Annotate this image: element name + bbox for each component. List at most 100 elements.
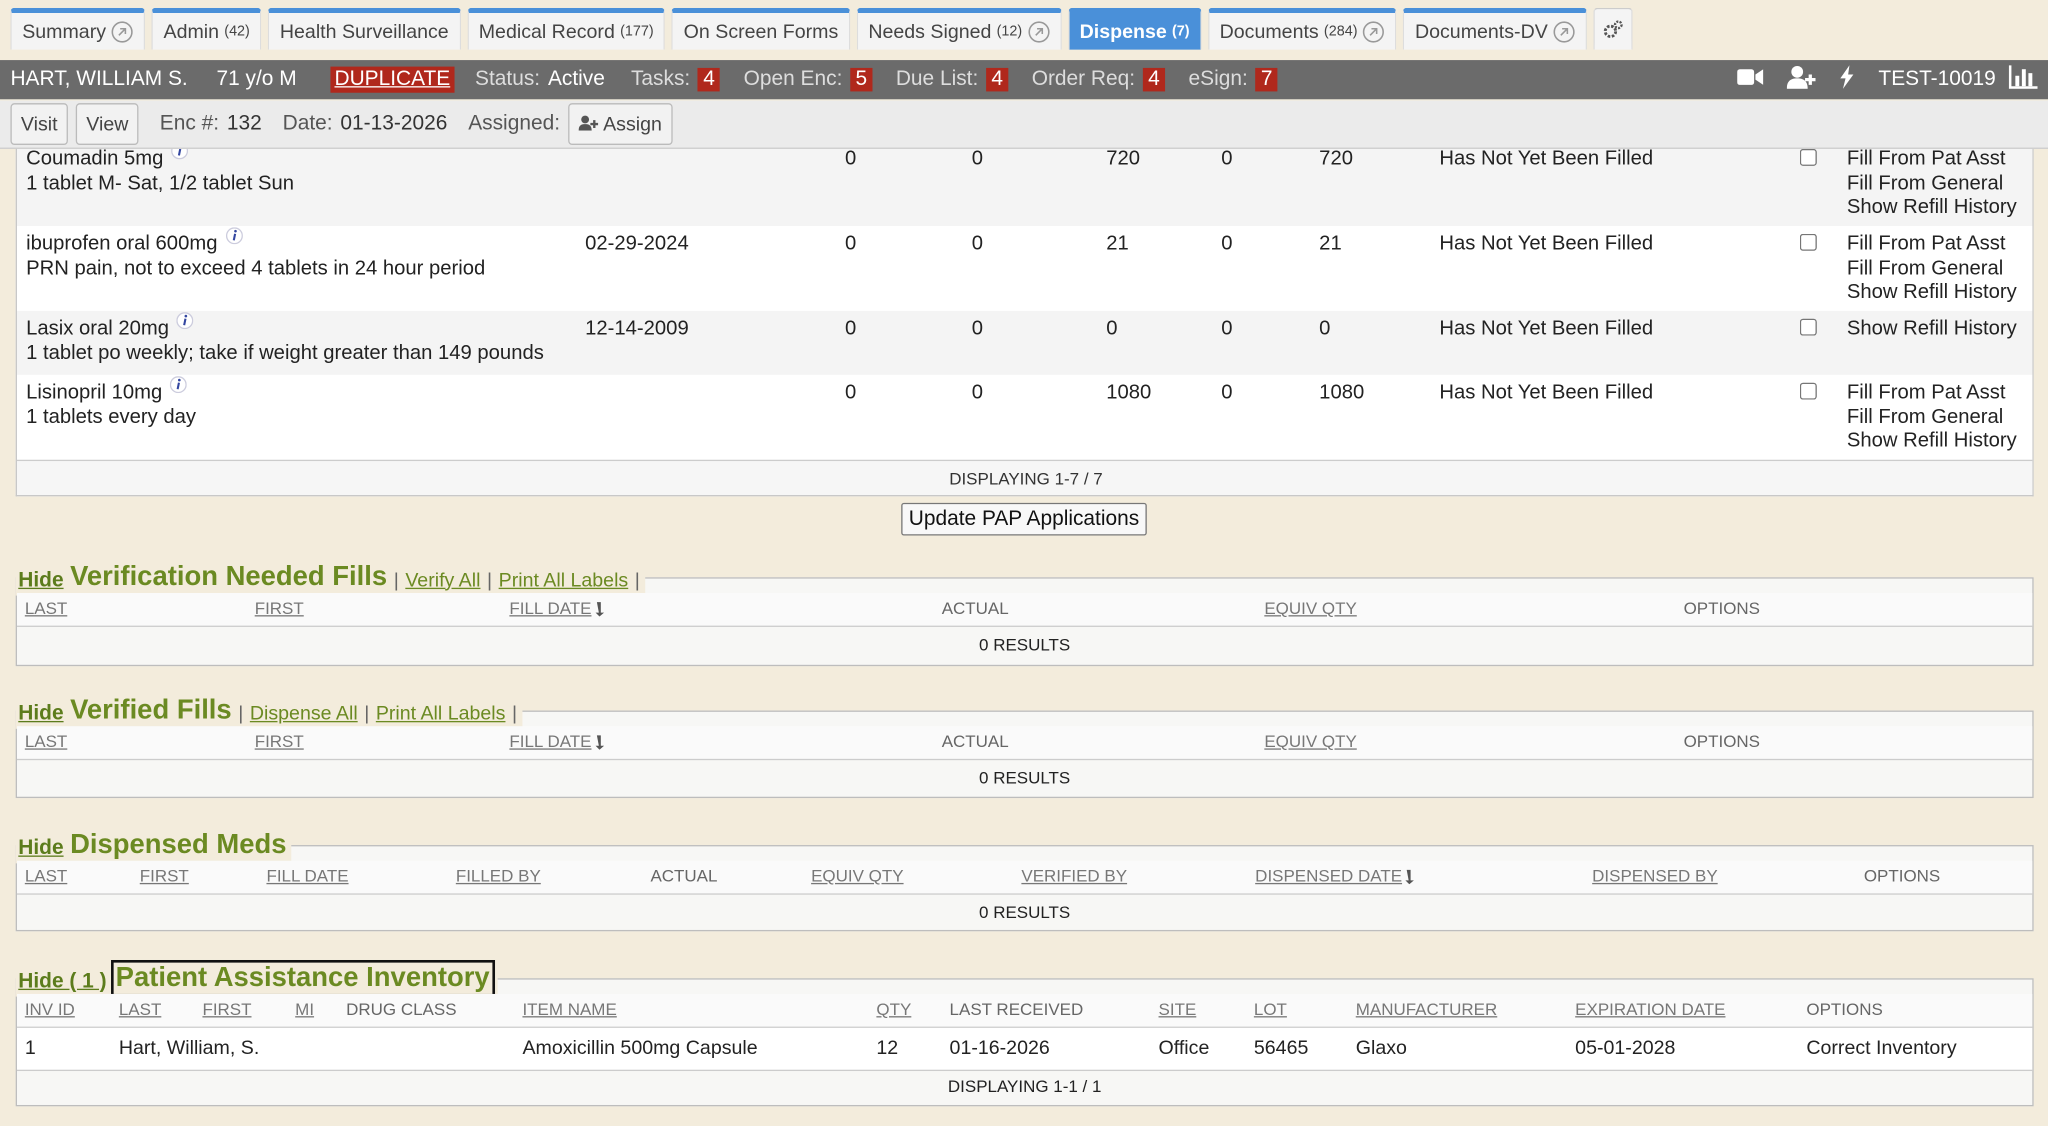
tab[interactable]: Needs Signed(12) <box>857 8 1062 50</box>
column-header[interactable]: LOT <box>1254 999 1287 1019</box>
info-button[interactable] <box>170 376 187 400</box>
cell: Hart, William, S. <box>119 1037 259 1059</box>
column-header[interactable]: EQUIV QTY <box>811 866 903 886</box>
column-header[interactable]: FIRST <box>255 731 304 751</box>
hide-link[interactable]: Hide <box>18 702 63 726</box>
counter-value[interactable]: 4 <box>698 68 720 92</box>
tab[interactable]: Documents-DV <box>1403 8 1587 50</box>
counter-value[interactable]: 7 <box>1256 68 1278 92</box>
column-header[interactable]: FIRST <box>140 866 189 886</box>
select-checkbox[interactable] <box>1800 319 1817 336</box>
section-link[interactable]: Dispense All <box>250 702 358 724</box>
section-title: Patient Assistance Inventory <box>113 963 492 994</box>
tab[interactable]: Health Surveillance <box>268 8 460 50</box>
tab[interactable]: Dispense(7) <box>1068 8 1201 50</box>
med-option[interactable]: Show Refill History <box>1847 196 2017 220</box>
med-option[interactable]: Fill From Pat Asst <box>1847 232 2006 256</box>
column-header[interactable]: LAST <box>25 866 67 886</box>
hide-link[interactable]: Hide <box>18 837 63 861</box>
column-header[interactable]: EQUIV QTY <box>1264 731 1356 751</box>
view-button[interactable]: View <box>76 103 139 145</box>
assign-button[interactable]: Assign <box>568 103 673 145</box>
duplicate-flag[interactable]: DUPLICATE <box>331 67 455 93</box>
column-header[interactable]: ITEM NAME <box>522 999 616 1019</box>
counter-value[interactable]: 4 <box>986 68 1008 92</box>
column-label: LAST <box>25 866 67 886</box>
counter-value[interactable]: 5 <box>850 68 872 92</box>
tab-count: (12) <box>997 24 1023 40</box>
column-header[interactable]: MANUFACTURER <box>1356 999 1498 1019</box>
med-qty: 0 <box>845 148 856 172</box>
med-option[interactable]: Fill From Pat Asst <box>1847 148 2006 172</box>
med-option[interactable]: Show Refill History <box>1847 317 2017 341</box>
hide-link[interactable]: Hide ( 1 ) <box>18 970 106 994</box>
column-header[interactable]: FILL DATE <box>509 598 605 618</box>
section-link[interactable]: Verify All <box>405 569 480 591</box>
med-option[interactable]: Fill From General <box>1847 257 2003 281</box>
column-header[interactable]: LAST <box>119 999 161 1019</box>
add-user-icon[interactable] <box>1787 65 1816 95</box>
column-label: QTY <box>876 999 911 1019</box>
tab[interactable]: Documents(284) <box>1208 8 1397 50</box>
date-value: 01-13-2026 <box>340 112 447 136</box>
med-option[interactable]: Show Refill History <box>1847 430 2017 454</box>
select-checkbox[interactable] <box>1800 383 1817 400</box>
column-header[interactable]: MI <box>295 999 314 1019</box>
column-header[interactable]: FIRST <box>202 999 251 1019</box>
column-label: OPTIONS <box>1806 999 1882 1019</box>
info-button[interactable] <box>177 312 194 336</box>
column-header[interactable]: FILL DATE <box>509 731 605 751</box>
column-header[interactable]: LAST <box>25 731 67 751</box>
section-footer: DISPLAYING 1-1 / 1 <box>16 1076 2034 1096</box>
tab[interactable]: Medical Record(177) <box>467 8 665 50</box>
column-header[interactable]: EXPIRATION DATE <box>1575 999 1725 1019</box>
section-link[interactable]: Print All Labels <box>376 702 506 724</box>
column-header: OPTIONS <box>1684 598 1760 618</box>
tab[interactable]: Summary <box>10 8 145 50</box>
counter-value[interactable]: 4 <box>1143 68 1165 92</box>
column-header[interactable]: VERIFIED BY <box>1021 866 1127 886</box>
tab[interactable]: On Screen Forms <box>672 8 850 50</box>
column-header[interactable]: QTY <box>876 999 911 1019</box>
column-header[interactable]: FILL DATE <box>266 866 348 886</box>
sort-icon <box>1405 868 1417 884</box>
column-header[interactable]: DISPENSED BY <box>1592 866 1718 886</box>
chart-icon[interactable] <box>2009 65 2038 95</box>
column-header: OPTIONS <box>1864 866 1940 886</box>
med-option[interactable]: Fill From Pat Asst <box>1847 381 2006 405</box>
med-qty: 21 <box>1319 232 1342 256</box>
med-sig: 1 tablet po weekly; take if weight great… <box>26 342 544 366</box>
update-pap-button[interactable]: Update PAP Applications <box>901 503 1147 536</box>
med-option[interactable]: Fill From General <box>1847 406 2003 430</box>
column-header[interactable]: FIRST <box>255 598 304 618</box>
info-button[interactable] <box>225 227 242 251</box>
select-checkbox[interactable] <box>1800 234 1817 251</box>
select-checkbox[interactable] <box>1800 149 1817 166</box>
column-header[interactable]: DISPENSED DATE <box>1255 866 1416 886</box>
video-icon[interactable] <box>1737 67 1763 92</box>
med-name: Lisinopril 10mg <box>26 381 187 405</box>
column-header[interactable]: LAST <box>25 598 67 618</box>
med-qty: 1080 <box>1106 381 1151 405</box>
med-option[interactable]: Show Refill History <box>1847 281 2017 305</box>
bolt-icon[interactable] <box>1839 65 1855 95</box>
column-label: OPTIONS <box>1864 866 1940 886</box>
column-header[interactable]: EQUIV QTY <box>1264 598 1356 618</box>
column-label: MI <box>295 999 314 1019</box>
column-header[interactable]: INV ID <box>25 999 75 1019</box>
hide-link[interactable]: Hide <box>18 569 63 593</box>
column-header[interactable]: FILLED BY <box>456 866 541 886</box>
med-option[interactable]: Fill From General <box>1847 172 2003 196</box>
section-heading: Hide ( 1 ) Patient Assistance Inventory <box>16 960 498 997</box>
cell[interactable]: Correct Inventory <box>1806 1037 1956 1059</box>
visit-button[interactable]: Visit <box>10 103 68 145</box>
sort-icon <box>594 733 606 749</box>
column-header[interactable]: SITE <box>1159 999 1197 1019</box>
assigned-label: Assigned: <box>468 112 560 136</box>
cell: 01-16-2026 <box>950 1037 1050 1059</box>
tab[interactable]: Admin(42) <box>152 8 262 50</box>
section-link[interactable]: Print All Labels <box>499 569 629 591</box>
settings-tab[interactable] <box>1594 8 1633 50</box>
column-header: LAST RECEIVED <box>950 999 1084 1019</box>
